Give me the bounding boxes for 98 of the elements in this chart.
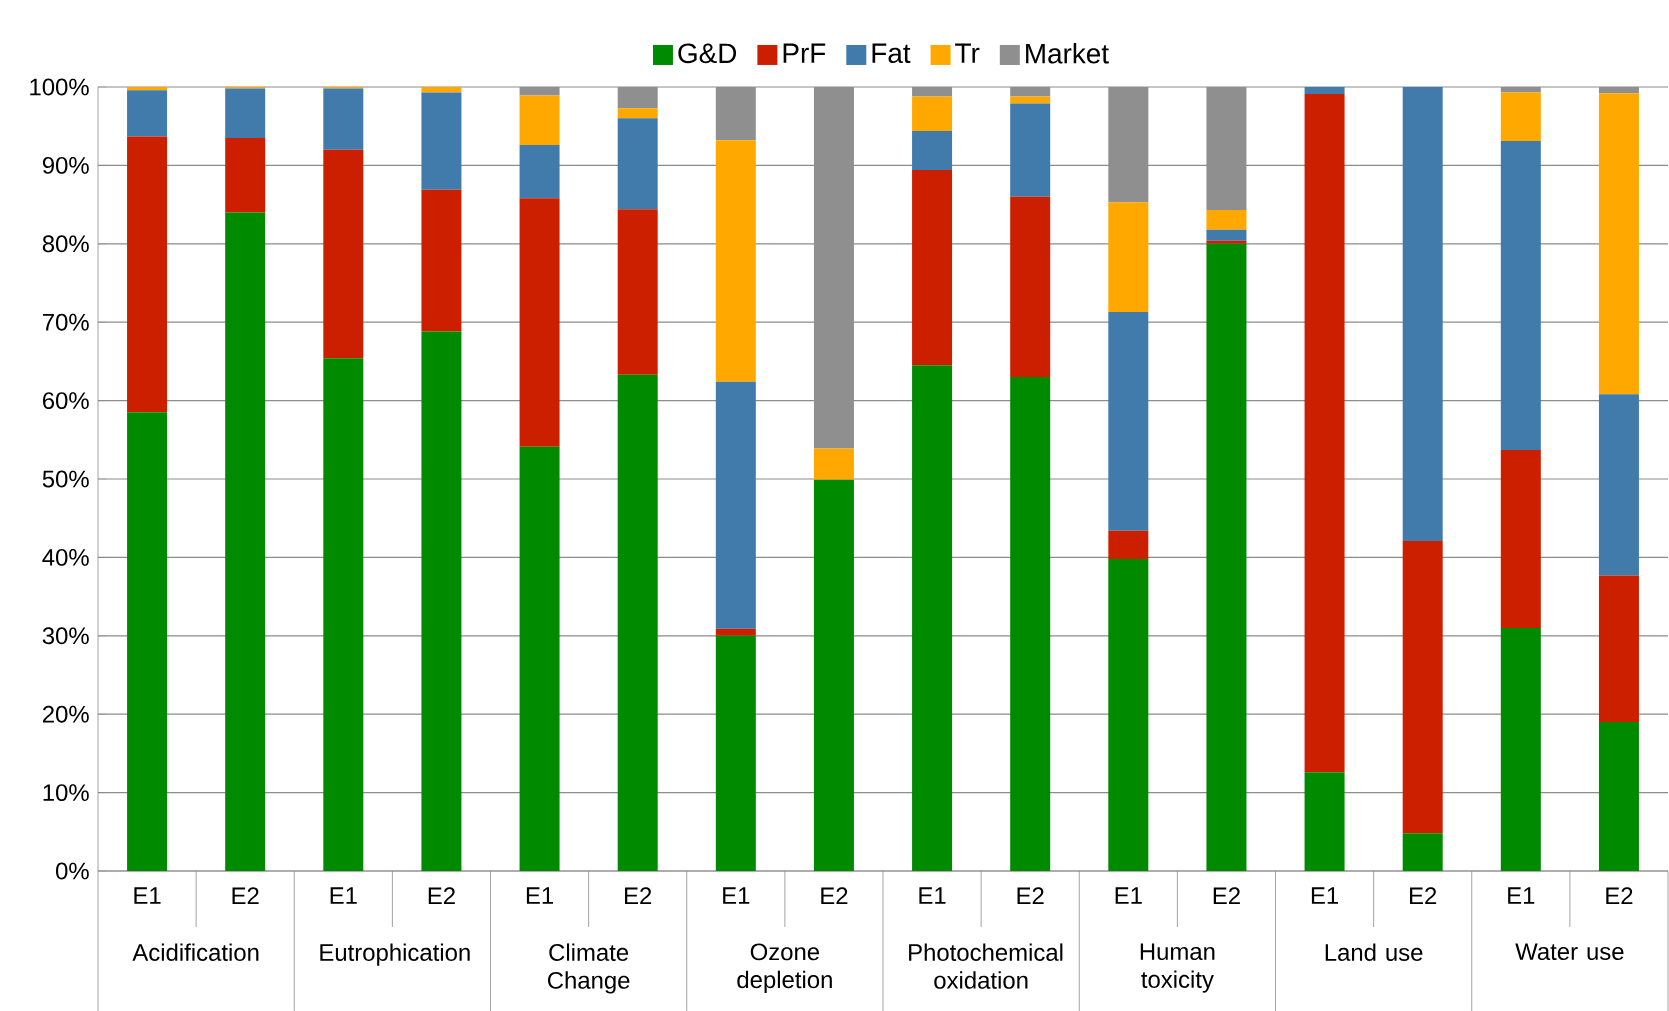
- y-tick-label: 80%: [42, 235, 89, 253]
- x-tick-label: E1: [1115, 887, 1142, 904]
- bar: [912, 96, 953, 131]
- bar: [323, 88, 364, 150]
- bar: [127, 86, 168, 90]
- bar: [1304, 93, 1345, 773]
- x-tick-label: E2: [232, 887, 259, 904]
- text: Ozone depletion: [737, 943, 832, 993]
- bar: [1304, 772, 1345, 871]
- bar: [813, 479, 854, 871]
- x-tick-label: E1: [526, 887, 554, 904]
- bar: [1598, 394, 1639, 576]
- bar: [1598, 721, 1639, 871]
- bar: [127, 89, 168, 137]
- bar: [323, 358, 364, 871]
- x-tick-label: E2: [428, 887, 455, 904]
- x-tick-label: E2: [1606, 887, 1633, 904]
- y-tick-label: 30%: [42, 627, 89, 645]
- legend-label: Tr: [955, 43, 980, 63]
- bar: [1402, 833, 1443, 871]
- bar: [617, 374, 658, 871]
- bar: [127, 412, 168, 871]
- legend-label: Market: [1026, 42, 1109, 64]
- text: Human toxicity: [1140, 943, 1215, 993]
- bar: [421, 86, 462, 93]
- bar: [1206, 243, 1247, 871]
- text: Photochemical oxidation: [909, 943, 1063, 989]
- bar: [323, 149, 364, 359]
- bar: [421, 331, 462, 871]
- bar: [912, 130, 953, 170]
- bar: [1500, 92, 1541, 141]
- bar: [1304, 86, 1345, 94]
- bar: [1402, 540, 1443, 834]
- bar: [1206, 209, 1247, 230]
- legend-label: Fat: [872, 43, 911, 63]
- bar: [1010, 376, 1051, 871]
- x-tick-label: E2: [821, 887, 848, 904]
- bar: [1598, 93, 1639, 395]
- legend-label: PrF: [783, 43, 826, 63]
- bar: [225, 212, 266, 871]
- bar: [421, 92, 462, 190]
- bar: [715, 381, 756, 629]
- bar: [912, 365, 953, 871]
- x-tick-label: E1: [134, 887, 161, 904]
- x-tick-label: E1: [919, 887, 946, 904]
- bar: [715, 628, 756, 636]
- bar: [617, 209, 658, 375]
- text: Climate Change: [547, 943, 630, 994]
- bar: [715, 635, 756, 871]
- x-tick-label: E2: [625, 887, 652, 904]
- y-tick-label: 50%: [42, 470, 89, 488]
- bar: [225, 88, 266, 138]
- x-tick-label: E1: [1311, 887, 1339, 904]
- y-tick-label: 40%: [42, 548, 89, 566]
- bar: [1402, 86, 1443, 541]
- bar: [1108, 311, 1149, 531]
- x-tick-label: E1: [723, 887, 750, 904]
- bar: [1108, 530, 1149, 559]
- bar: [1108, 202, 1149, 312]
- y-tick-label: 60%: [43, 391, 89, 409]
- text: Acidification: [132, 943, 259, 961]
- bar: [1500, 627, 1541, 871]
- x-tick-label: E2: [1410, 887, 1437, 904]
- x-tick-label: E1: [1508, 887, 1535, 904]
- y-tick-label: 100%: [30, 78, 89, 96]
- x-tick-label: E2: [1017, 887, 1044, 904]
- bar: [519, 446, 560, 871]
- x-tick-label: E2: [1213, 887, 1240, 904]
- bar: [617, 107, 658, 119]
- bar: [617, 118, 658, 210]
- bar: [1206, 229, 1247, 241]
- bar: [715, 140, 756, 382]
- bar: [1108, 558, 1149, 871]
- y-tick-label: 20%: [42, 705, 89, 723]
- legend-label: G&D: [678, 43, 737, 64]
- bar: [1206, 240, 1247, 244]
- bar: [519, 144, 560, 199]
- text: Water use: [1515, 943, 1624, 960]
- bar: [1010, 103, 1051, 197]
- y-tick-label: 90%: [42, 156, 89, 174]
- bar: [1010, 96, 1051, 104]
- bar: [421, 189, 462, 332]
- bar: [127, 136, 168, 413]
- y-tick-label: 10%: [43, 783, 89, 801]
- x-tick-label: E1: [330, 887, 357, 904]
- bar: [519, 95, 560, 145]
- bar: [1500, 449, 1541, 628]
- bar: [813, 448, 854, 480]
- text: Land use: [1325, 943, 1423, 961]
- bar: [1010, 196, 1051, 377]
- bar: [1598, 575, 1639, 722]
- text: Eutrophication: [320, 943, 470, 966]
- bar: [912, 169, 953, 366]
- y-tick-label: 70%: [43, 313, 89, 331]
- y-tick-label: 0%: [56, 862, 89, 880]
- bar: [1500, 140, 1541, 450]
- bar: [225, 137, 266, 213]
- bar: [519, 198, 560, 447]
